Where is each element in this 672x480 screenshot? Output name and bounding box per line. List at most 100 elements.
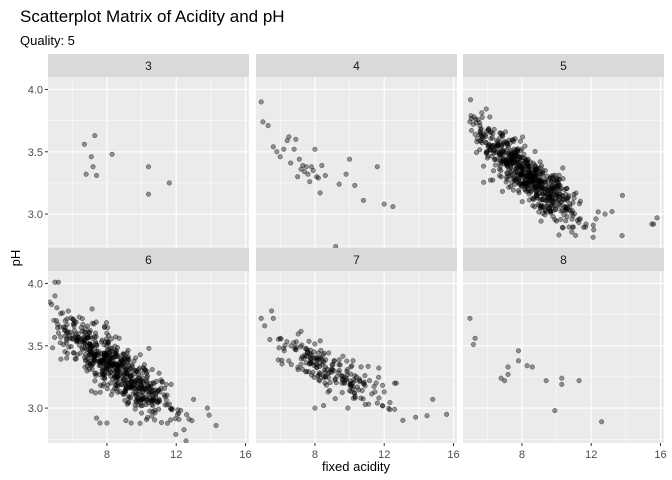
- data-point: [504, 171, 510, 177]
- data-point: [496, 151, 502, 157]
- data-point: [125, 367, 131, 373]
- data-point: [558, 208, 564, 214]
- panel-background: [256, 271, 457, 443]
- data-point: [181, 427, 187, 433]
- data-point: [149, 413, 155, 419]
- data-point: [354, 384, 361, 390]
- data-point: [392, 406, 398, 412]
- data-point: [288, 160, 294, 166]
- data-point: [258, 315, 264, 321]
- data-point: [102, 339, 108, 345]
- data-point: [487, 114, 493, 120]
- data-point: [121, 371, 127, 377]
- data-point: [361, 379, 367, 385]
- y-tick-label: 4.0: [28, 84, 43, 96]
- data-points: [81, 133, 172, 197]
- data-point: [323, 357, 329, 363]
- data-point: [374, 400, 380, 406]
- data-point: [92, 330, 99, 336]
- data-point: [537, 197, 543, 203]
- data-point: [360, 197, 366, 203]
- data-point: [156, 406, 162, 412]
- data-point: [521, 180, 527, 186]
- data-point: [102, 376, 108, 382]
- data-point: [502, 129, 509, 135]
- data-point: [531, 195, 537, 201]
- data-point: [132, 402, 138, 408]
- data-point: [91, 345, 97, 352]
- data-point: [145, 191, 152, 197]
- data-point: [518, 183, 524, 189]
- data-point: [595, 209, 601, 215]
- data-point: [556, 172, 562, 178]
- facet-panel-7: 7 8 12 16: [256, 248, 460, 461]
- data-point: [176, 410, 182, 416]
- data-point: [352, 373, 358, 379]
- data-point: [69, 336, 75, 342]
- data-point: [295, 367, 301, 373]
- data-point: [490, 177, 496, 183]
- data-point: [106, 333, 112, 339]
- data-point: [114, 366, 120, 373]
- data-point: [515, 358, 522, 364]
- data-point: [543, 378, 549, 384]
- data-point: [305, 347, 311, 353]
- data-point: [288, 362, 294, 368]
- data-point: [590, 222, 596, 228]
- data-point: [126, 393, 132, 399]
- data-point: [593, 216, 599, 222]
- data-point: [531, 180, 537, 186]
- facet-panels: 3 3.0 3.5 4.0 4 5 6 3.0 3.5 4.0 8 12 16 7 8 12 16 8 8 12 16: [28, 54, 667, 461]
- data-point: [361, 381, 367, 387]
- data-point: [101, 342, 107, 348]
- data-point: [135, 384, 141, 391]
- data-point: [576, 378, 582, 384]
- data-point: [525, 186, 531, 192]
- data-point: [118, 357, 124, 363]
- data-point: [327, 379, 333, 386]
- data-point: [166, 180, 172, 186]
- data-point: [513, 153, 519, 159]
- data-point: [545, 183, 552, 189]
- data-point: [552, 408, 558, 414]
- data-point: [564, 186, 570, 192]
- data-point: [651, 221, 657, 227]
- data-point: [543, 209, 549, 215]
- data-point: [70, 321, 76, 327]
- data-point: [326, 370, 332, 376]
- data-point: [468, 116, 474, 122]
- data-point: [55, 279, 61, 285]
- data-point: [92, 133, 98, 139]
- data-point: [291, 340, 297, 346]
- data-point: [342, 380, 348, 386]
- data-point: [115, 389, 121, 395]
- data-point: [538, 204, 545, 210]
- data-point: [358, 395, 364, 401]
- data-point: [135, 367, 142, 373]
- data-point: [497, 130, 503, 136]
- data-point: [55, 325, 61, 331]
- data-point: [486, 142, 492, 148]
- x-axis-title: fixed acidity: [322, 459, 390, 474]
- data-point: [544, 203, 550, 209]
- data-point: [362, 372, 368, 379]
- data-point: [163, 397, 169, 403]
- panel-background: [463, 271, 664, 443]
- data-point: [502, 378, 508, 384]
- data-point: [70, 316, 76, 322]
- data-point: [347, 156, 353, 162]
- data-point: [505, 371, 511, 378]
- data-point: [365, 363, 371, 369]
- data-point: [88, 345, 94, 352]
- data-point: [101, 361, 107, 367]
- data-point: [137, 352, 143, 358]
- data-point: [563, 191, 569, 197]
- facet-panel-3: 3 3.0 3.5 4.0: [28, 54, 249, 249]
- data-point: [312, 341, 318, 347]
- data-point: [555, 179, 561, 186]
- data-point: [303, 164, 309, 170]
- data-point: [104, 330, 110, 336]
- facet-strip-label: 5: [560, 59, 567, 73]
- data-point: [128, 420, 134, 426]
